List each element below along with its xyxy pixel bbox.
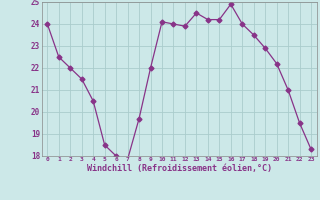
X-axis label: Windchill (Refroidissement éolien,°C): Windchill (Refroidissement éolien,°C) <box>87 164 272 173</box>
